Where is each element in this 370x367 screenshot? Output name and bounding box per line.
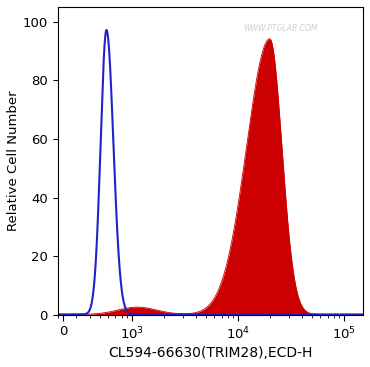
Y-axis label: Relative Cell Number: Relative Cell Number [7,91,20,231]
X-axis label: CL594-66630(TRIM28),ECD-H: CL594-66630(TRIM28),ECD-H [108,346,313,360]
Text: WWW.PTGLAB.COM: WWW.PTGLAB.COM [243,24,318,33]
